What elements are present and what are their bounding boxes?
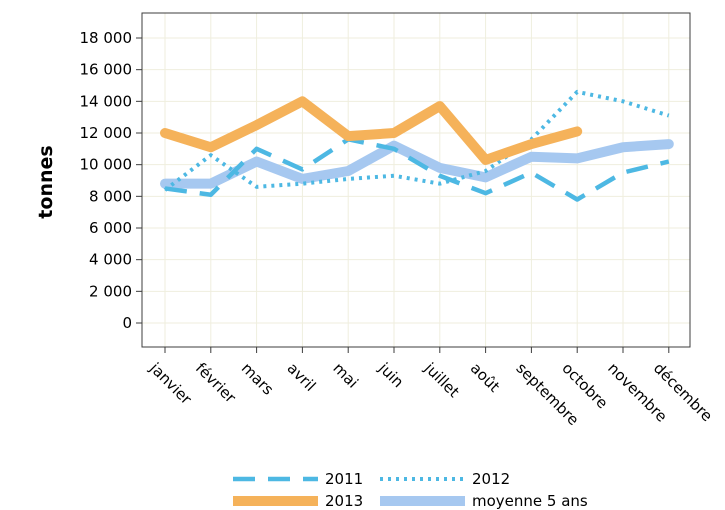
plot-frame	[141, 12, 691, 348]
x-tick-label: mars	[238, 359, 278, 399]
y-axis-label: tonnes	[35, 145, 57, 218]
y-tick-label: 18 000	[80, 29, 133, 47]
x-tick-label: janvier	[145, 358, 195, 408]
y-tick-label: 14 000	[80, 92, 133, 110]
series-line-2013	[160, 96, 583, 165]
x-tick-label: mai	[329, 359, 362, 392]
legend-label: moyenne 5 ans	[472, 492, 588, 510]
x-tick-label: avril	[284, 359, 320, 395]
series-line-2011	[164, 137, 670, 202]
x-tick-label: juillet	[420, 358, 463, 401]
x-tick-label: juin	[374, 358, 407, 391]
y-tick-label: 4 000	[89, 251, 132, 269]
y-tick-label: 2 000	[89, 282, 132, 300]
y-tick-label: 16 000	[80, 61, 133, 79]
y-tick-label: 10 000	[80, 156, 133, 174]
series-line-2012	[163, 89, 670, 192]
y-tick-label: 12 000	[80, 124, 133, 142]
legend-label: 2012	[472, 470, 510, 488]
y-tick-label: 0	[122, 314, 132, 332]
x-tick-label: février	[192, 359, 240, 407]
y-tick-label: 8 000	[89, 187, 132, 205]
legend-label: 2011	[325, 470, 363, 488]
y-axis: 0 2 000 4 000 6 000 8 000 10 000 12 000 14 000 1…	[80, 29, 142, 332]
x-tick-label: août	[467, 359, 504, 396]
series-lines	[160, 89, 674, 202]
series-line-moyenne-5-ans	[160, 139, 674, 189]
legend: 2011 2012 2013 moyenne 5 ans	[233, 470, 588, 510]
legend-label: 2013	[325, 492, 363, 510]
y-tick-label: 6 000	[89, 219, 132, 237]
